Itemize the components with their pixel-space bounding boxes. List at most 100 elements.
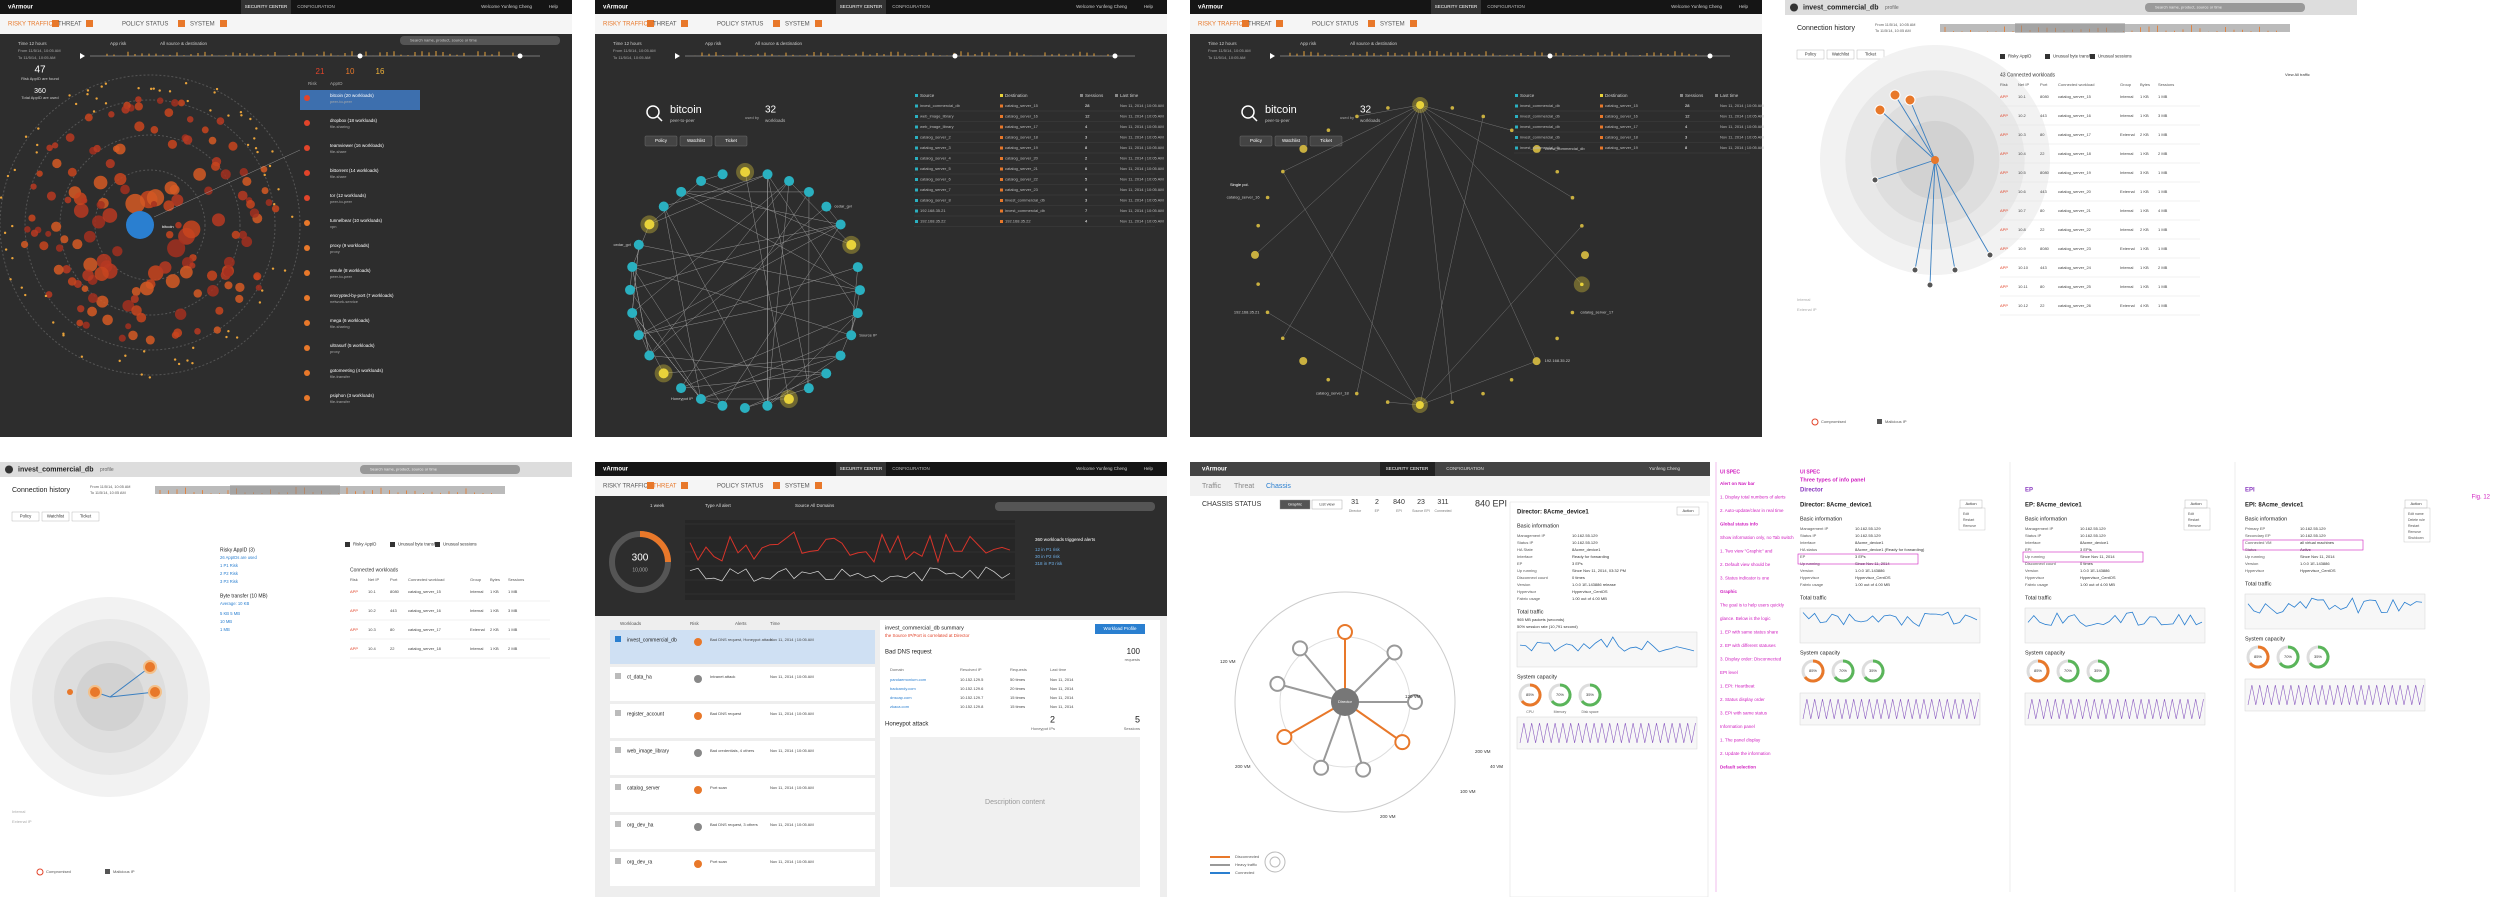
search-box[interactable]: Search name, product, source or time xyxy=(410,38,478,43)
tab[interactable]: SECURITY CENTER xyxy=(1435,4,1478,9)
list-item[interactable]: bittorrent (14 workloads) xyxy=(330,168,379,173)
tab[interactable]: CONFIGURATION xyxy=(1487,4,1524,9)
tab[interactable]: CONFIGURATION xyxy=(892,4,929,9)
list-item[interactable]: dropbox (18 workloads) xyxy=(330,118,378,123)
list-item[interactable]: tunnelbear (10 workloads) xyxy=(330,218,383,223)
button[interactable]: Action xyxy=(1965,501,1976,506)
nav-item[interactable]: THREAT xyxy=(653,484,677,490)
list-item[interactable]: bitcoin (20 workloads) xyxy=(330,93,374,98)
view-toggle[interactable]: List view xyxy=(1319,502,1334,507)
line xyxy=(1251,115,1258,122)
menu-item[interactable]: Remove xyxy=(2408,530,2421,534)
workload-name[interactable]: org_dev_ha xyxy=(627,822,654,828)
button[interactable]: Policy xyxy=(655,138,668,143)
menu-item[interactable]: Edit name xyxy=(2408,512,2424,516)
help-link[interactable]: Help xyxy=(1144,466,1154,471)
list-item[interactable]: psiphon (3 workloads) xyxy=(330,393,375,398)
dropdown[interactable]: 1 week xyxy=(650,503,665,508)
menu-item[interactable]: Remove xyxy=(2188,524,2201,528)
line xyxy=(656,115,663,122)
help-link[interactable]: Help xyxy=(1144,4,1154,9)
table-cell: Nov 11, 2014 | 10:05 AM xyxy=(1720,114,1764,119)
button[interactable]: Ticket xyxy=(1320,138,1333,143)
workload-name[interactable]: ct_data_ha xyxy=(627,674,652,680)
nav-item[interactable]: Threat xyxy=(1234,483,1254,490)
view-toggle[interactable]: Graphic xyxy=(1288,502,1302,507)
box xyxy=(1410,20,1417,27)
workload-name[interactable]: org_dev_ra xyxy=(627,859,653,865)
nav-item[interactable]: POLICY STATUS xyxy=(122,22,168,28)
nav-item[interactable]: THREAT xyxy=(58,22,82,28)
dropdown[interactable]: Source All Domains xyxy=(795,503,835,508)
list-item[interactable]: proxy (9 workloads) xyxy=(330,243,370,248)
button[interactable]: Workload Profile xyxy=(1104,626,1137,631)
button[interactable]: Policy xyxy=(1805,52,1817,57)
menu-item[interactable]: Remove xyxy=(1963,524,1976,528)
list-item[interactable]: emule (8 workloads) xyxy=(330,268,371,273)
nav-item[interactable]: THREAT xyxy=(653,22,677,28)
menu-item[interactable]: Shutdown xyxy=(2408,536,2424,540)
menu-item[interactable]: Edit xyxy=(2188,512,2194,516)
button[interactable]: Action xyxy=(1682,508,1693,513)
list-item[interactable]: encrypted-by-port (7 workloads) xyxy=(330,293,394,298)
nav-item[interactable]: SYSTEM xyxy=(190,22,215,28)
nav-item[interactable]: Traffic xyxy=(1202,483,1222,490)
play-icon[interactable] xyxy=(80,53,85,59)
button[interactable]: Action xyxy=(2190,501,2201,506)
menu-item[interactable]: Delete rule xyxy=(2408,518,2425,522)
tab[interactable]: CONFIGURATION xyxy=(297,4,334,9)
list-item[interactable]: teamviewer (16 workloads) xyxy=(330,143,384,148)
tab[interactable]: CONFIGURATION xyxy=(892,466,929,471)
nav-item[interactable]: POLICY STATUS xyxy=(717,484,763,490)
view-select[interactable]: View All traffic xyxy=(2285,72,2310,77)
button[interactable]: Ticket xyxy=(725,138,738,143)
play-icon[interactable] xyxy=(1270,53,1275,59)
button[interactable]: Policy xyxy=(20,514,32,519)
nav-item[interactable]: RISKY TRAFFIC xyxy=(8,22,53,28)
search-box[interactable]: Search name, product, source or time xyxy=(370,467,438,472)
button[interactable]: Watchlist xyxy=(1282,138,1301,143)
menu-item[interactable]: Restart xyxy=(2408,524,2419,528)
help-link[interactable]: Help xyxy=(1739,4,1749,9)
list-item[interactable]: tor (12 workloads) xyxy=(330,193,367,198)
button[interactable]: Ticket xyxy=(1865,52,1877,57)
list-item[interactable]: ultrasurf (5 workloads) xyxy=(330,343,375,348)
tab[interactable]: SECURITY CENTER xyxy=(840,466,883,471)
tab[interactable]: SECURITY CENTER xyxy=(1386,466,1429,471)
button[interactable]: Ticket xyxy=(80,514,92,519)
workload-name[interactable]: web_image_library xyxy=(627,748,669,754)
workload-name[interactable]: catalog_server xyxy=(627,785,660,791)
menu-item[interactable]: Restart xyxy=(1963,518,1974,522)
table-cell: Nov 11, 2014 | 10:05 AM xyxy=(1720,135,1764,140)
nav-item[interactable]: POLICY STATUS xyxy=(1312,22,1358,28)
button[interactable]: Watchlist xyxy=(687,138,706,143)
tab[interactable]: SECURITY CENTER xyxy=(840,4,883,9)
menu-item[interactable]: Edit xyxy=(1963,512,1969,516)
button[interactable]: Action xyxy=(2410,501,2421,506)
help-link[interactable]: Help xyxy=(549,4,559,9)
box xyxy=(1000,178,1003,181)
nav-item[interactable]: SYSTEM xyxy=(785,484,810,490)
nav-item[interactable]: RISKY TRAFFIC xyxy=(603,22,648,28)
nav-item[interactable]: SYSTEM xyxy=(785,22,810,28)
play-icon[interactable] xyxy=(675,53,680,59)
list-item[interactable]: gotomeeting (4 workloads) xyxy=(330,368,384,373)
workload-name[interactable]: register_account xyxy=(627,711,665,717)
dropdown[interactable]: Type All alert xyxy=(705,503,732,508)
button[interactable]: Watchlist xyxy=(47,514,65,519)
search-box[interactable]: Search name, product, source or time xyxy=(2155,5,2223,10)
alert-type: Bad credentials, 4 others xyxy=(710,748,754,753)
tab[interactable]: CONFIGURATION xyxy=(1446,466,1483,471)
nav-item[interactable]: THREAT xyxy=(1248,22,1272,28)
button[interactable]: Policy xyxy=(1250,138,1263,143)
workload-name[interactable]: invest_commercial_db xyxy=(627,637,677,643)
nav-item[interactable]: Chassis xyxy=(1266,483,1291,490)
tab[interactable]: SECURITY CENTER xyxy=(245,4,288,9)
nav-item[interactable]: POLICY STATUS xyxy=(717,22,763,28)
nav-item[interactable]: RISKY TRAFFIC xyxy=(1198,22,1243,28)
list-item[interactable]: mega (6 workloads) xyxy=(330,318,370,323)
nav-item[interactable]: RISKY TRAFFIC xyxy=(603,484,648,490)
menu-item[interactable]: Restart xyxy=(2188,518,2199,522)
button[interactable]: Watchlist xyxy=(1832,52,1850,57)
nav-item[interactable]: SYSTEM xyxy=(1380,22,1405,28)
